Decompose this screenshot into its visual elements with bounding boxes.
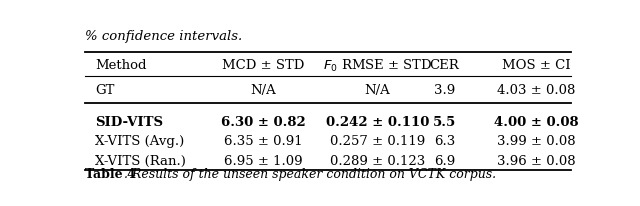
Text: GT: GT (95, 84, 115, 97)
Text: N/A: N/A (251, 84, 276, 97)
Text: 0.242 ± 0.110: 0.242 ± 0.110 (326, 115, 429, 128)
Text: 3.96 ± 0.08: 3.96 ± 0.08 (497, 155, 575, 168)
Text: SID-VITS: SID-VITS (95, 115, 163, 128)
Text: 5.5: 5.5 (433, 115, 456, 128)
Text: N/A: N/A (365, 84, 390, 97)
Text: . Results of the unseen speaker condition on VCTK corpus.: . Results of the unseen speaker conditio… (124, 167, 496, 180)
Text: X-VITS (Ran.): X-VITS (Ran.) (95, 155, 186, 168)
Text: 4.03 ± 0.08: 4.03 ± 0.08 (497, 84, 575, 97)
Text: Table 4: Table 4 (85, 167, 136, 180)
Text: 3.99 ± 0.08: 3.99 ± 0.08 (497, 135, 575, 148)
Text: $F_0$ RMSE ± STD: $F_0$ RMSE ± STD (323, 57, 433, 73)
Text: 6.3: 6.3 (434, 135, 455, 148)
Text: 6.30 ± 0.82: 6.30 ± 0.82 (221, 115, 306, 128)
Text: 4.00 ± 0.08: 4.00 ± 0.08 (494, 115, 579, 128)
Text: X-VITS (Avg.): X-VITS (Avg.) (95, 135, 184, 148)
Text: 6.95 ± 1.09: 6.95 ± 1.09 (224, 155, 303, 168)
Text: Method: Method (95, 59, 147, 72)
Text: 3.9: 3.9 (434, 84, 455, 97)
Text: 0.289 ± 0.123: 0.289 ± 0.123 (330, 155, 425, 168)
Text: CER: CER (429, 59, 460, 72)
Text: 0.257 ± 0.119: 0.257 ± 0.119 (330, 135, 425, 148)
Text: 6.35 ± 0.91: 6.35 ± 0.91 (224, 135, 303, 148)
Text: MOS ± CI: MOS ± CI (502, 59, 571, 72)
Text: % confidence intervals.: % confidence intervals. (85, 29, 242, 42)
Text: MCD ± STD: MCD ± STD (222, 59, 305, 72)
Text: 6.9: 6.9 (434, 155, 455, 168)
